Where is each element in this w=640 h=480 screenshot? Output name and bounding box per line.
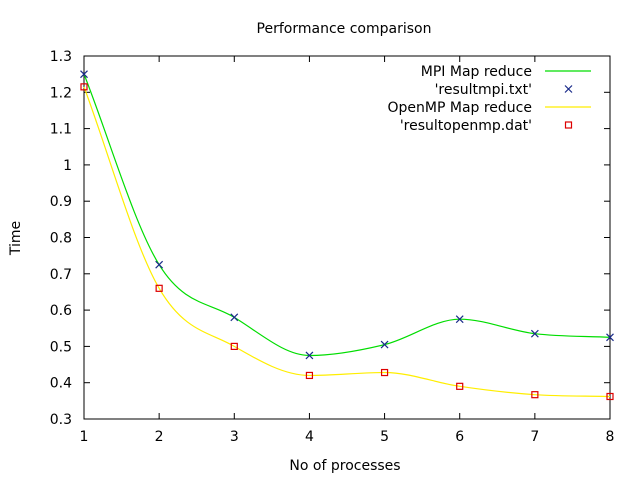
data-point-square [380,368,389,377]
data-point-x [606,333,614,342]
y-tick-label: 0.8 [50,231,72,247]
x-tick-label: 1 [80,429,89,445]
x-axis-label: No of processes [289,458,400,474]
x-tick-label: 5 [380,429,389,445]
y-tick-label: 0.9 [50,194,72,210]
data-point-square [305,371,314,380]
series-line-mpi-map-reduce [83,73,611,357]
legend-label: MPI Map reduce [421,64,532,80]
y-tick-label: 0.3 [50,412,72,428]
legend: MPI Map reduce 'resultmpi.txt' OpenMP Map … [388,64,591,134]
data-point-x [155,260,164,269]
y-tick-label: 1.1 [50,122,72,138]
data-point-square [606,392,614,401]
x-tick-label: 7 [530,429,539,445]
data-point-square [230,342,238,350]
y-tick-label: 0.5 [50,339,72,355]
legend-label: 'resultmpi.txt' [435,82,532,98]
x-tick-label: 8 [606,429,615,445]
x-tick-label: 4 [305,429,314,445]
y-tick-label: 0.6 [50,303,72,319]
y-tick-label: 1.3 [50,49,72,65]
legend-swatch-x [564,85,573,93]
legend-label: 'resultopenmp.dat' [400,118,532,134]
y-tick-label: 0.4 [50,376,72,392]
legend-swatch-square [564,121,573,129]
data-point-square [531,391,539,399]
x-tick-label: 3 [230,429,239,445]
data-point-x [80,70,88,79]
data-point-x [455,315,464,324]
data-point-square [155,284,163,292]
series-line-openmp-map-reduce [83,86,611,398]
data-point-x [230,313,239,322]
y-tick-label: 1.2 [50,85,72,101]
data-point-x [530,329,539,338]
chart-title: Performance comparison [257,21,432,37]
data-point-square [456,382,464,390]
x-tick-label: 6 [455,429,464,445]
data-point-square [80,83,88,91]
y-tick-label: 0.7 [50,267,72,283]
y-axis-label: Time [8,221,24,256]
data-point-x [380,340,389,349]
x-tick-label: 2 [155,429,164,445]
axis-ticks: 1 2 3 4 5 6 7 8 0.3 0.4 0.5 0.6 0.7 0.8 0.9 1 1.1 1.2 1.3 [50,49,615,445]
legend-label: OpenMP Map reduce [388,100,533,116]
series-layer [80,70,614,401]
y-tick-label: 1 [63,158,72,174]
data-point-x [305,351,314,360]
